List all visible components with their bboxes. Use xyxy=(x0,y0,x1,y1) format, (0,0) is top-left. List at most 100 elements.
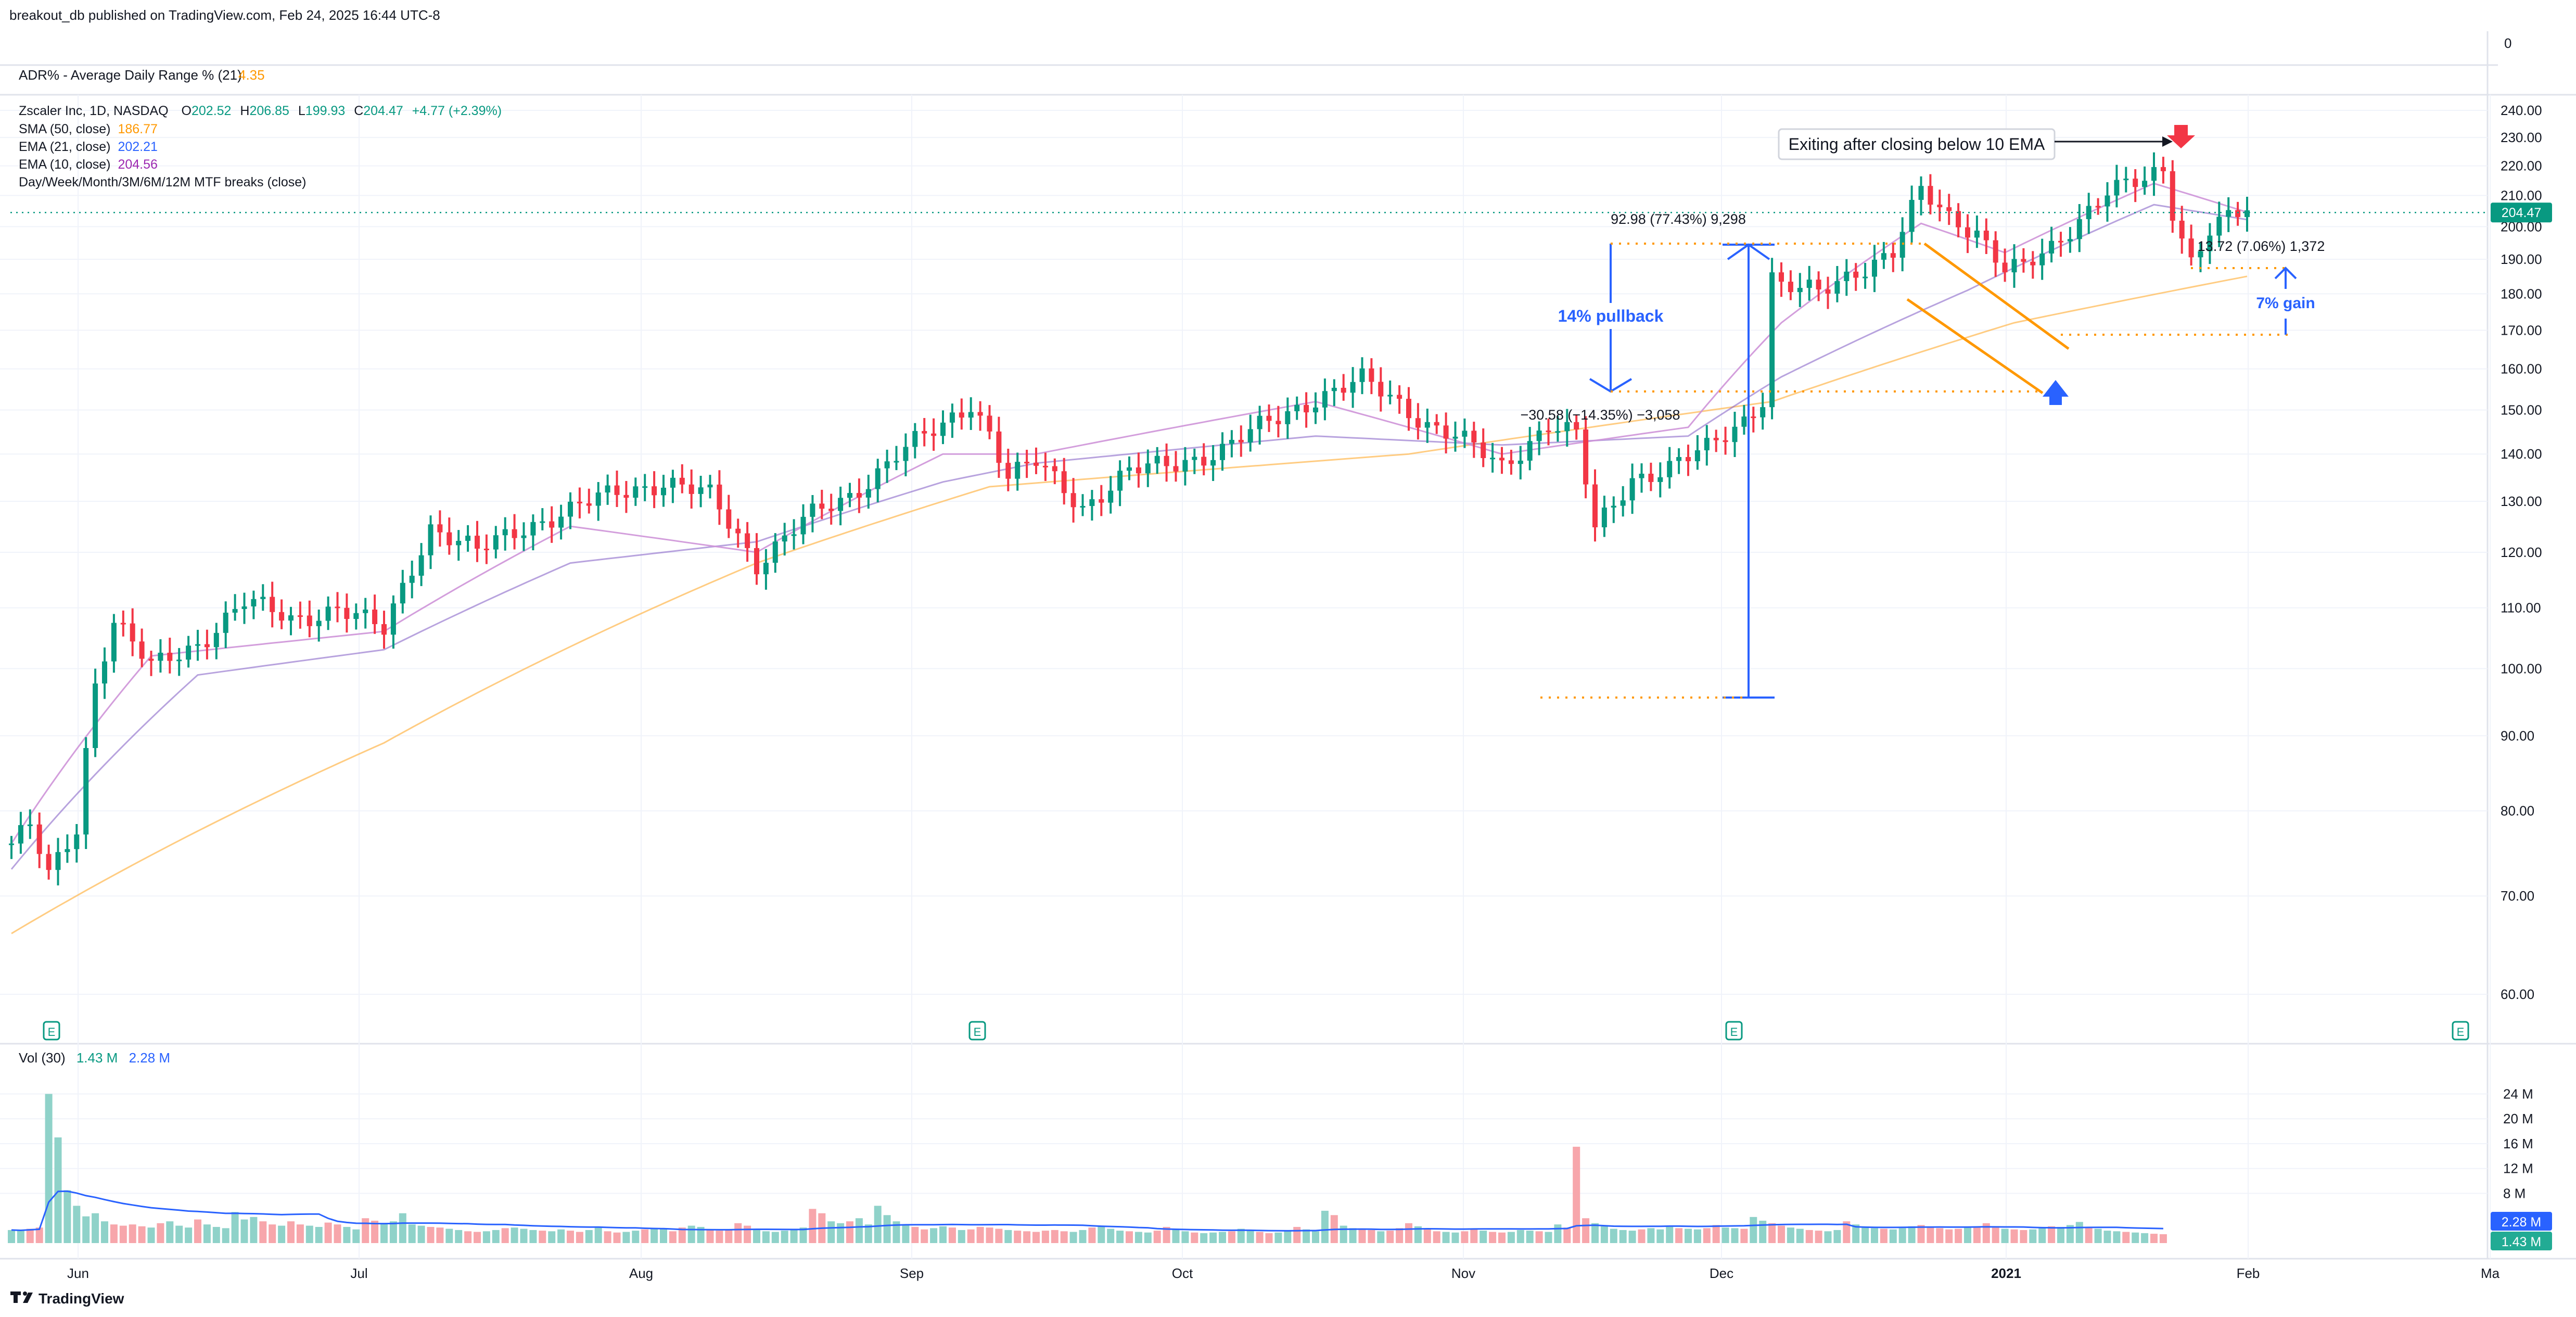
volume-bar xyxy=(1964,1227,1971,1243)
candle-up xyxy=(502,529,508,536)
candle-up xyxy=(428,524,433,555)
volume-bar xyxy=(1098,1225,1105,1243)
volume-bar xyxy=(557,1229,565,1243)
time-axis[interactable]: Jun Jul Aug Sep Oct Nov Dec 2021 Feb Ma xyxy=(67,1265,2500,1281)
svg-text:2.28 M: 2.28 M xyxy=(2502,1215,2541,1230)
earnings-marker-icon[interactable]: E xyxy=(968,1021,986,1041)
candle-down xyxy=(977,412,983,416)
volume-bar xyxy=(1451,1232,1459,1243)
candle-up xyxy=(18,825,23,844)
candle-up xyxy=(903,447,909,461)
svg-text:E: E xyxy=(2457,1025,2465,1039)
volume-bar xyxy=(455,1230,463,1243)
candle-down xyxy=(1238,439,1244,442)
candle-up xyxy=(698,487,704,494)
candle-down xyxy=(1042,465,1048,467)
candle-up xyxy=(707,484,713,488)
price-axis[interactable]: 240.00230.00220.00210.00200.00190.00180.… xyxy=(2501,103,2542,1002)
time-tick-label: Aug xyxy=(629,1265,653,1281)
volume-bar xyxy=(1470,1229,1478,1243)
candle-up xyxy=(288,615,294,621)
candle-up xyxy=(1117,471,1123,491)
candle-down xyxy=(745,533,750,548)
candle-up xyxy=(1294,404,1300,411)
candle-up xyxy=(325,606,331,621)
volume-bar xyxy=(1358,1229,1366,1243)
candle-up xyxy=(2207,235,2213,251)
volume-axis[interactable]: 24 M 20 M 16 M 12 M 8 M xyxy=(2503,1086,2533,1201)
candle-down xyxy=(996,431,1002,463)
volume-bar xyxy=(203,1224,211,1243)
candle-up xyxy=(530,522,536,536)
volume-bar xyxy=(2094,1229,2102,1243)
candle-down xyxy=(586,503,592,506)
volume-bar xyxy=(1526,1231,1534,1243)
earnings-marker-icon[interactable]: E xyxy=(2452,1021,2469,1041)
price-tick-label: 120.00 xyxy=(2501,544,2542,560)
earnings-marker-icon[interactable]: E xyxy=(1725,1021,1743,1041)
candle-up xyxy=(400,582,405,604)
volume-bar xyxy=(1423,1229,1431,1243)
volume-bar xyxy=(2141,1233,2149,1243)
gain-arrow-head xyxy=(2274,267,2297,280)
candle-down xyxy=(1956,211,1961,227)
volume-bar xyxy=(827,1221,835,1243)
volume-bar xyxy=(1265,1233,1273,1243)
candle-down xyxy=(987,415,992,432)
volume-bar xyxy=(1153,1231,1161,1243)
candle-up xyxy=(223,612,228,633)
candle-up xyxy=(558,516,564,528)
candle-up xyxy=(1704,438,1710,451)
candle-up xyxy=(353,613,359,619)
candle-up xyxy=(1863,276,1868,278)
volume-bar xyxy=(101,1221,108,1243)
price-tick-label: 220.00 xyxy=(2501,158,2542,174)
volume-bar xyxy=(1284,1231,1292,1243)
pullback-measure-label: −30.58 (−14.35%) −3,058 xyxy=(1521,407,1680,423)
volume-bar xyxy=(660,1229,667,1243)
candle-up xyxy=(1257,415,1263,429)
candle-up xyxy=(241,606,247,609)
volume-bar xyxy=(1666,1226,1674,1243)
candle-up xyxy=(1732,426,1738,442)
volume-bar xyxy=(1209,1232,1217,1243)
volume-bar xyxy=(986,1227,993,1243)
channel-upper-line xyxy=(1923,242,2070,350)
volume-bar xyxy=(45,1094,53,1243)
candle-up xyxy=(912,430,918,447)
candle-down xyxy=(167,652,173,661)
volume-bar xyxy=(687,1225,695,1243)
candle-up xyxy=(1611,505,1616,508)
candle-down xyxy=(1369,368,1374,382)
candle-down xyxy=(1825,289,1831,294)
candle-down xyxy=(139,641,145,659)
candle-up xyxy=(1359,368,1365,382)
volume-bar xyxy=(408,1224,416,1243)
candle-down xyxy=(1164,455,1169,466)
candle-up xyxy=(2049,240,2055,254)
volume-bar xyxy=(1824,1231,1832,1243)
volume-bar xyxy=(809,1209,817,1243)
volume-bar xyxy=(883,1215,891,1243)
volume-bar xyxy=(1461,1231,1469,1243)
volume-bar xyxy=(119,1225,127,1243)
volume-bar xyxy=(2057,1226,2064,1243)
volume-bar xyxy=(222,1228,229,1243)
volume-bar xyxy=(2010,1229,2018,1243)
volume-bar xyxy=(315,1226,323,1243)
volume-bar xyxy=(1144,1232,1152,1243)
volume-bar xyxy=(166,1221,174,1243)
volume-bar xyxy=(1498,1232,1506,1243)
candle-down xyxy=(46,854,52,870)
candle-up xyxy=(2039,254,2045,265)
candle-up xyxy=(1881,253,1886,260)
earnings-marker-icon[interactable]: E xyxy=(43,1021,60,1041)
candle-up xyxy=(968,412,974,418)
price-tick-label: 170.00 xyxy=(2501,322,2542,338)
volume-bar xyxy=(1945,1229,1953,1243)
svg-text:1.43 M: 1.43 M xyxy=(2502,1235,2541,1249)
candle-down xyxy=(1546,430,1551,433)
volume-bar xyxy=(1554,1224,1562,1243)
candle-up xyxy=(847,493,852,498)
volume-bar xyxy=(771,1232,779,1243)
